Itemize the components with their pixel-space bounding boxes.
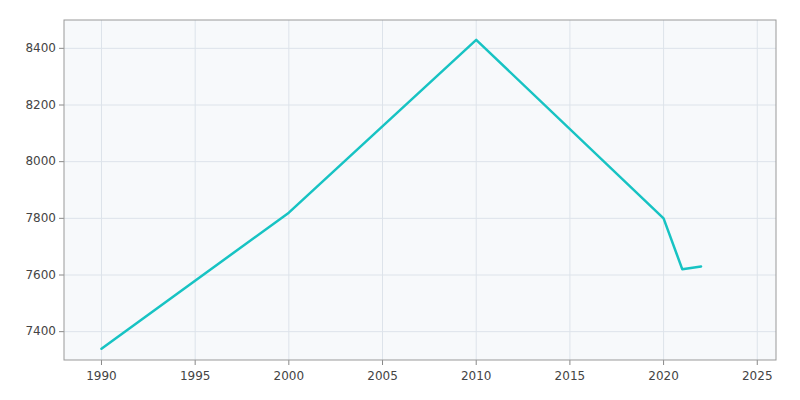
y-grid-line	[64, 331, 776, 332]
data-layer	[101, 40, 701, 349]
x-grid-line	[757, 20, 758, 360]
x-tick	[382, 360, 383, 365]
y-grid-line	[64, 48, 776, 49]
x-grid-line	[382, 20, 383, 360]
x-tick-label: 2020	[648, 369, 679, 383]
x-tick	[757, 360, 758, 365]
y-grid-line	[64, 275, 776, 276]
x-tick-label: 1990	[86, 369, 117, 383]
y-tick	[59, 275, 64, 276]
y-tick	[59, 161, 64, 162]
y-tick-label: 7600	[25, 268, 56, 282]
x-tick	[569, 360, 570, 365]
chart-container: 7400 7600 7800 8000 8200 8400 1990 1995 2000 2005…	[0, 0, 800, 400]
axes: 7400 7600 7800 8000 8200 8400 1990 1995 2000 2005…	[25, 41, 772, 383]
y-grid-line	[64, 161, 776, 162]
chart-svg: 7400 7600 7800 8000 8200 8400 1990 1995 2000 2005…	[0, 0, 800, 400]
x-tick-label: 2005	[367, 369, 398, 383]
x-grid-line	[476, 20, 477, 360]
x-tick-label: 2010	[461, 369, 492, 383]
grid	[64, 20, 776, 360]
y-grid-line	[64, 218, 776, 219]
x-tick	[288, 360, 289, 365]
x-grid-line	[101, 20, 102, 360]
y-tick	[59, 331, 64, 332]
y-tick	[59, 218, 64, 219]
x-grid-line	[288, 20, 289, 360]
y-tick-label: 7400	[25, 324, 56, 338]
x-tick-label: 1995	[180, 369, 211, 383]
x-tick	[476, 360, 477, 365]
plot-background	[64, 20, 776, 360]
x-tick-label: 2015	[555, 369, 586, 383]
x-tick-label: 2025	[742, 369, 773, 383]
x-grid-line	[195, 20, 196, 360]
y-tick	[59, 48, 64, 49]
y-grid-line	[64, 105, 776, 106]
x-grid-line	[663, 20, 664, 360]
line	[101, 40, 701, 349]
y-tick-label: 7800	[25, 211, 56, 225]
plot-frame	[64, 20, 776, 360]
y-tick-label: 8000	[25, 154, 56, 168]
x-grid-line	[569, 20, 570, 360]
x-tick	[101, 360, 102, 365]
y-tick-label: 8200	[25, 98, 56, 112]
y-tick	[59, 105, 64, 106]
x-tick	[195, 360, 196, 365]
y-tick-label: 8400	[25, 41, 56, 55]
x-tick	[663, 360, 664, 365]
x-tick-label: 2000	[274, 369, 305, 383]
